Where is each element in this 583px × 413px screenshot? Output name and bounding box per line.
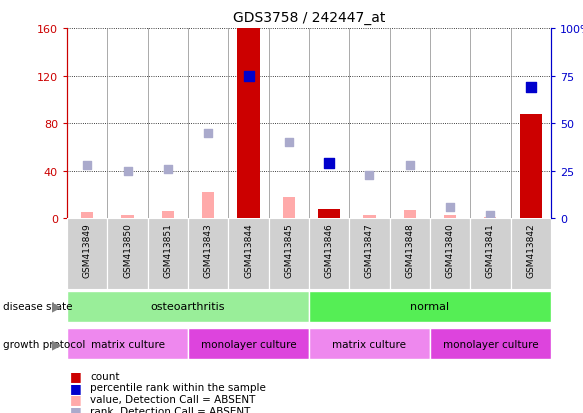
Bar [269,219,309,289]
Text: ■: ■ [70,392,82,406]
Text: value, Detection Call = ABSENT: value, Detection Call = ABSENT [90,394,256,404]
Bar [67,291,309,322]
Bar [202,193,214,219]
Text: percentile rank within the sample: percentile rank within the sample [90,382,266,392]
Text: disease state: disease state [3,301,72,312]
Bar [81,213,93,219]
Bar [519,114,542,219]
Point [486,212,495,218]
Text: matrix culture: matrix culture [90,339,164,349]
Bar [511,219,551,289]
Bar [67,328,188,359]
Bar [430,219,470,289]
Text: GSM413849: GSM413849 [83,222,92,277]
Point [365,172,374,178]
Bar [309,328,430,359]
Point [203,130,213,137]
Title: GDS3758 / 242447_at: GDS3758 / 242447_at [233,11,385,25]
Bar [309,291,551,322]
Point [405,162,415,169]
Point [244,73,253,80]
Bar [162,212,174,219]
Bar [229,219,269,289]
Text: ▶: ▶ [51,337,61,350]
Bar [470,219,511,289]
Bar [430,328,551,359]
Text: ▶: ▶ [51,300,61,313]
Text: GSM413846: GSM413846 [325,222,333,277]
Bar [188,219,229,289]
Point [163,166,173,173]
Bar [404,211,416,219]
Bar [188,328,309,359]
Text: count: count [90,371,120,381]
Point [445,204,455,211]
Point [123,168,132,175]
Bar [283,197,295,219]
Text: ■: ■ [70,369,82,382]
Bar [318,209,340,219]
Text: monolayer culture: monolayer culture [442,339,538,349]
Text: GSM413845: GSM413845 [285,222,293,277]
Text: GSM413842: GSM413842 [526,222,535,277]
Text: monolayer culture: monolayer culture [201,339,296,349]
Bar [67,219,107,289]
Text: GSM413847: GSM413847 [365,222,374,277]
Text: GSM413840: GSM413840 [445,222,455,277]
Bar [444,215,456,219]
Bar [389,219,430,289]
Text: matrix culture: matrix culture [332,339,406,349]
Bar [237,29,259,219]
Text: GSM413850: GSM413850 [123,222,132,277]
Text: ■: ■ [70,381,82,394]
Point [325,161,334,167]
Point [83,162,92,169]
Bar [484,218,497,219]
Text: rank, Detection Call = ABSENT: rank, Detection Call = ABSENT [90,406,251,413]
Bar [349,219,389,289]
Bar [147,219,188,289]
Text: GSM413844: GSM413844 [244,222,253,277]
Bar [121,215,134,219]
Bar [363,215,375,219]
Bar [309,219,349,289]
Text: osteoarthritis: osteoarthritis [151,301,225,312]
Text: GSM413851: GSM413851 [163,222,173,277]
Point [284,140,293,146]
Text: GSM413848: GSM413848 [405,222,415,277]
Text: growth protocol: growth protocol [3,339,85,349]
Text: GSM413841: GSM413841 [486,222,495,277]
Text: normal: normal [410,301,449,312]
Bar [107,219,147,289]
Point [526,85,535,91]
Text: ■: ■ [70,404,82,413]
Text: GSM413843: GSM413843 [203,222,213,277]
